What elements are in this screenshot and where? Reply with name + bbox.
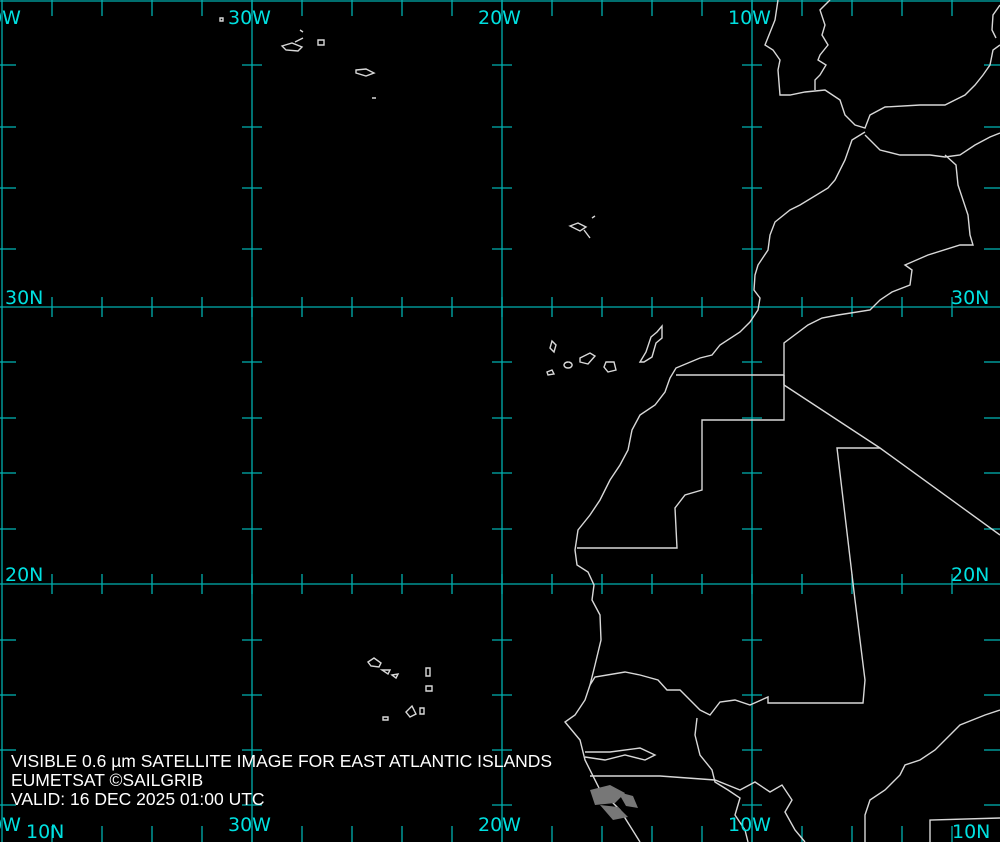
coastlines [219,0,1000,842]
lon-label-20w-top: 20W [478,7,521,29]
guinea-bissau-islands [590,785,638,820]
madeira-islands [568,215,596,239]
mauritania-mali-border [589,447,880,716]
lat-label-30n-left: 30N [5,287,44,309]
lon-label-10w-top: 10W [728,7,771,29]
azores-islands [219,17,376,99]
lon-label-40w-top: 40W [0,7,21,29]
iberia-coast [764,0,1000,129]
algeria-coast [864,132,1000,158]
spain-portugal-border [814,0,831,90]
box-10n-bottom-right [929,817,1000,842]
canary-islands [546,324,663,376]
lat-label-20n-right: 20N [951,564,990,586]
cape-verde-islands [366,657,433,721]
image-credit: EUMETSAT ©SAILGRIB [11,770,204,790]
lon-label-40w-bottom: 40W [0,814,21,836]
senegal-mali-border [694,717,749,842]
image-title: VISIBLE 0.6 µm SATELLITE IMAGE FOR EAST … [11,751,553,771]
western-sahara-border [577,374,785,549]
france-coast [991,4,1000,39]
guinea-bissau-border [590,775,806,842]
lat-label-10n-left: 10N [26,821,65,842]
morocco-algeria-border [783,154,974,385]
africa-west-coast [563,131,866,842]
lon-label-30w-bottom: 30W [228,814,271,836]
lat-label-30n-right: 30N [951,287,990,309]
lon-label-20w-bottom: 20W [478,814,521,836]
algeria-mali-border [783,384,1000,536]
lat-label-10n-right: 10N [952,821,991,842]
gambia-border [584,747,657,761]
lon-label-30w-top: 30W [228,7,271,29]
lat-label-20n-left: 20N [5,564,44,586]
valid-time: VALID: 16 DEC 2025 01:00 UTC [11,789,265,809]
lon-label-10w-bottom: 10W [728,814,771,836]
mali-burkina-border [864,709,1000,842]
